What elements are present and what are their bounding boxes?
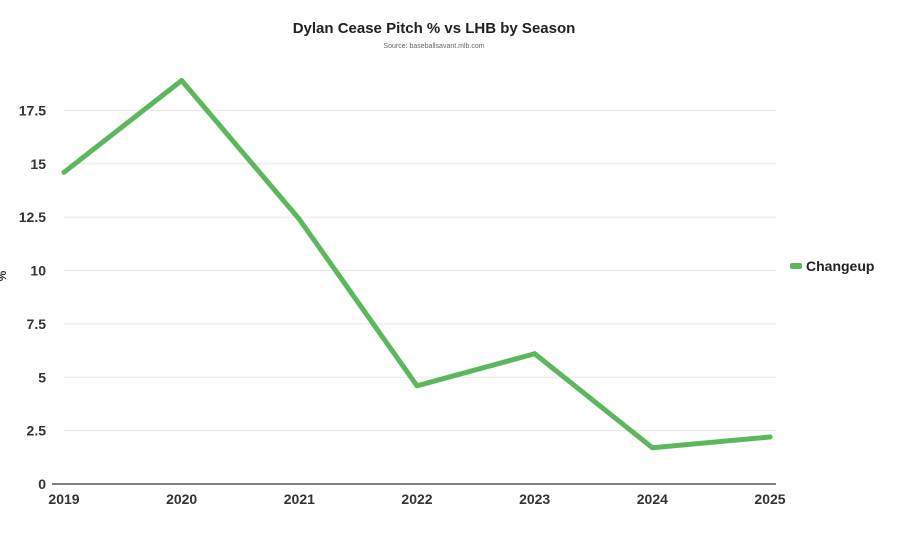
x-tick-label: 2020 bbox=[166, 491, 197, 507]
x-tick-label: 2025 bbox=[754, 491, 785, 507]
gridlines bbox=[64, 109, 776, 432]
x-tick-label: 2021 bbox=[284, 491, 315, 507]
y-tick-label: 0 bbox=[38, 476, 46, 492]
y-tick-label: 10 bbox=[30, 263, 46, 279]
x-tick-label: 2023 bbox=[519, 491, 550, 507]
y-tick-label: 17.5 bbox=[19, 102, 46, 118]
x-axis-ticks: 2019 2020 2021 2022 2023 2024 2025 bbox=[48, 491, 785, 507]
data-point bbox=[767, 434, 773, 440]
data-point bbox=[649, 445, 655, 451]
x-tick-label: 2024 bbox=[637, 491, 668, 507]
legend-swatch-changeup bbox=[790, 263, 802, 269]
legend[interactable]: Changeup bbox=[790, 258, 874, 274]
y-axis-label: % bbox=[0, 270, 9, 281]
y-tick-label: 5 bbox=[38, 369, 46, 385]
x-tick-label: 2022 bbox=[401, 491, 432, 507]
data-point bbox=[414, 383, 420, 389]
data-point bbox=[61, 169, 67, 175]
y-tick-label: 15 bbox=[30, 156, 46, 172]
series-layer bbox=[61, 77, 773, 451]
y-tick-label: 2.5 bbox=[27, 423, 47, 439]
x-tick-label: 2019 bbox=[48, 491, 79, 507]
y-axis-ticks: 0 2.5 5 7.5 10 12.5 15 17.5 bbox=[19, 102, 46, 492]
chart-subtitle: Source: baseballsavant.mlb.com bbox=[383, 43, 484, 50]
data-point bbox=[296, 216, 302, 222]
data-point bbox=[179, 77, 185, 83]
series-line-changeup bbox=[61, 77, 773, 451]
data-point bbox=[532, 351, 538, 357]
y-tick-label: 7.5 bbox=[27, 316, 47, 332]
y-tick-label: 12.5 bbox=[19, 209, 46, 225]
legend-label-changeup: Changeup bbox=[806, 258, 874, 274]
chart-title: Dylan Cease Pitch % vs LHB by Season bbox=[293, 20, 576, 37]
